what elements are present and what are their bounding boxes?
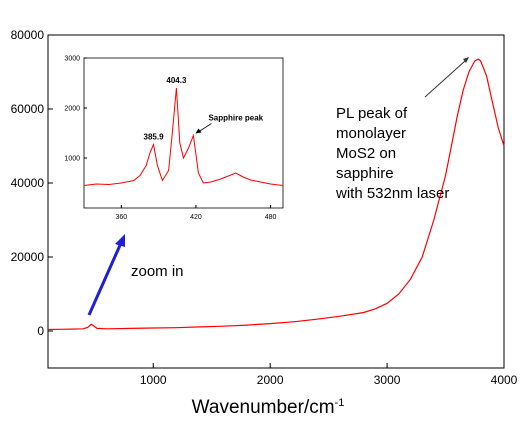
y-tick-label: 2000 (64, 105, 80, 112)
y-tick-label: 80000 (11, 28, 45, 42)
inset-background (66, 50, 286, 212)
inset-peak-label: 385.9 (144, 133, 165, 142)
x-axis-label: Wavenumber/cm-1 (192, 397, 345, 418)
y-tick-label: 40000 (11, 176, 45, 190)
y-tick-label: 1000 (64, 155, 80, 162)
y-tick-label: 3000 (64, 55, 80, 62)
y-tick-label: 0 (37, 324, 44, 338)
x-tick-label: 1000 (140, 373, 167, 387)
main-series-line (47, 58, 505, 331)
x-tick-label: 4000 (491, 373, 518, 387)
inset-annotations: 385.9 404.3 Sapphire peak (144, 76, 264, 142)
pl-peak-arrow (424, 60, 466, 98)
x-tick-label: 2000 (257, 373, 284, 387)
sapphire-peak-arrowhead (195, 128, 202, 134)
x-tick-label: 3000 (374, 373, 401, 387)
sapphire-peak-label: Sapphire peak (208, 114, 263, 123)
inset-plot-frame (83, 57, 284, 209)
x-tick-label: 420 (190, 214, 202, 221)
inset-axis-ticks: 360 420 480 1000 2000 3000 (64, 55, 276, 221)
inset-series-line (83, 87, 284, 186)
main-plot-frame (47, 34, 505, 369)
zoom-in-label: zoom in (131, 263, 184, 280)
y-tick-label: 60000 (11, 102, 45, 116)
x-tick-label: 360 (115, 214, 127, 221)
zoom-arrowhead (115, 234, 125, 247)
inset-peak-label: 404.3 (166, 76, 187, 85)
inset-plot: 360 420 480 1000 2000 3000 385.9 404.3 Sapphire… (64, 50, 286, 221)
pl-peak-annotation: PL peak of monolayer MoS2 on sapphire wi… (335, 57, 469, 202)
pl-peak-arrowhead (463, 57, 469, 63)
y-tick-label: 20000 (11, 250, 45, 264)
x-tick-label: 480 (265, 214, 277, 221)
zoom-arrow (87, 242, 123, 316)
zoom-annotation: zoom in (87, 234, 184, 316)
pl-peak-text: PL peak of monolayer MoS2 on sapphire wi… (335, 105, 449, 202)
